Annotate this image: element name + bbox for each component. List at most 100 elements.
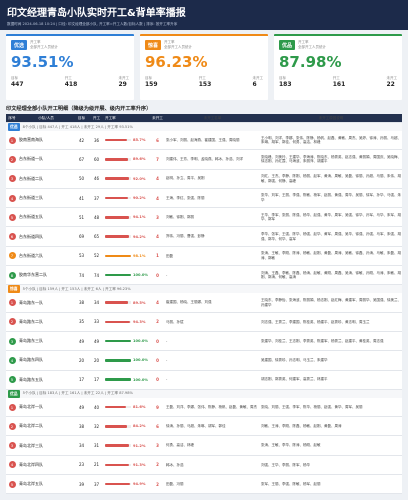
not-started-names: -	[166, 358, 168, 363]
notes: 刘红、王杰、李静、陈刚、杨丽、赵军、黄涛、周敏、吴磊、徐丽、孙超、马丽、朱伟、胡…	[261, 174, 401, 183]
rate: 81.6%	[133, 405, 146, 409]
stat-label: 开工	[198, 76, 206, 80]
bar-track	[105, 216, 131, 219]
started: 20	[93, 357, 100, 363]
table-title: 印文经理全部小队开工明细（降级为级开展、级内开工率升序）	[6, 106, 152, 112]
rate-cell: 100.0%	[104, 378, 150, 382]
notes: 胡志刚、郭秀英、何建军、高秀兰、林建平	[261, 377, 328, 382]
card-rate: 93.51%	[11, 53, 74, 71]
team-name: 青岛路东五队	[19, 376, 43, 382]
table-row: 5 台东街道五队 51 48 94.1% 3 刘敏、徐刚、郭丽 王华、李军、张丽、陈强、杨华、…	[6, 208, 402, 228]
rank: 3	[8, 175, 16, 183]
notes: 张涛、王敏、李刚、陈涛、杨敏、赵刚、黄磊、周涛、吴敏、徐磊、孙涛、马敏、朱磊、胡…	[261, 251, 401, 260]
stat-label: 未开工	[118, 76, 130, 80]
stat-label: 未开工	[252, 76, 264, 80]
not-started: 0	[156, 338, 159, 344]
table-row: 3 青岛北岸三队 34 31 91.2% 3 何勇、高洁、林峰 张涛、王敏、李华、陈涛、杨刚、…	[6, 436, 402, 456]
bar-track	[105, 405, 131, 409]
not-started-names: 王磊、刘洋、李娜、张伟、陈静、杨帆、赵磊、黄敏、周杰	[166, 404, 257, 409]
target: 34	[78, 443, 85, 449]
notes: 吴建国、徐秀珍、孙志明、马玉兰、朱建华	[261, 358, 328, 363]
target: 67	[78, 156, 85, 162]
rank-cell: 3	[6, 442, 18, 450]
card-tag: 优选	[11, 40, 28, 50]
table-row: 4 青岛路东四队 20 20 100.0% 0 - 吴建国、徐秀珍、孙志明、马玉兰、朱建华	[6, 351, 402, 371]
not-started-names: 徐涛、孙丽、马超、朱琳、胡军、郭佳	[166, 424, 226, 428]
bar-track	[105, 359, 131, 362]
card-tag: 惊喜	[145, 40, 162, 50]
stat-value: 418	[64, 81, 78, 88]
bar-track	[105, 254, 131, 258]
rank-cell: 1	[6, 299, 18, 307]
stat: 未开工 6	[253, 76, 264, 88]
rate: 94.2%	[133, 234, 146, 239]
stat-value: 6	[252, 81, 257, 88]
team-name: 胶南华东营二队	[19, 272, 47, 278]
team-name: 青岛路东二队	[19, 318, 43, 324]
rate-cell: 100.0%	[104, 358, 150, 362]
stat: 目标 447	[11, 76, 24, 88]
rate-cell: 81.6%	[104, 405, 150, 409]
group-tag: 优选	[8, 123, 20, 131]
table-row: 3 青岛路东三队 49 49 100.0% 0 - 张建华、刘桂兰、王志刚、李秀英、陈建军、杨…	[6, 332, 402, 352]
column-header: 开工率	[105, 115, 116, 120]
not-started: 7	[156, 156, 159, 162]
rank: 4	[8, 461, 16, 469]
target: 38	[78, 300, 85, 306]
bar-track	[105, 177, 131, 180]
rate: 100.0%	[133, 339, 148, 344]
rate-bar	[105, 177, 129, 180]
target: 17	[78, 377, 85, 383]
rank: 8	[8, 271, 16, 279]
rank-cell: 6	[6, 233, 18, 241]
summary-card: 惊喜 开工率 全部开工人员统计 96.23% 目标 159 开工 153 未开工 6	[140, 34, 268, 100]
title: 印文经理青岛小队实时开工&背单率播报	[7, 8, 186, 19]
not-started: 4	[156, 300, 159, 306]
rate: 85.7%	[133, 138, 146, 143]
rank-cell: 3	[6, 337, 18, 345]
notes: 张晓、刘丽、王强、李军、陈华、杨丽、赵强、黄华、周军、吴丽	[261, 404, 363, 409]
bar-track	[105, 425, 131, 428]
not-started: 1	[156, 253, 159, 259]
team-name: 台东街道二队	[19, 175, 43, 181]
bar-track	[105, 301, 131, 304]
rank: 3	[8, 442, 16, 450]
rate-cell: 89.6%	[104, 157, 150, 161]
group-note: 5个小队 | 目标 159人 | 开工 153人 | 未开工 6人 | 开工率 …	[22, 286, 131, 291]
rate-bar	[105, 482, 130, 486]
rate-cell: 90.2%	[104, 196, 150, 200]
stat-value: 161	[332, 81, 346, 88]
card-note: 全部开工人员统计	[298, 44, 327, 49]
not-started: 4	[156, 176, 159, 182]
rate-bar	[105, 158, 129, 161]
team-name: 青岛北岸二队	[19, 423, 43, 429]
team-name: 胶南营南海队	[19, 137, 43, 143]
team-name: 青岛路东一队	[19, 299, 43, 305]
subtitle: 数据时间 2024-06-18 10:24 | 口径: 印文经理全部小队, 开工…	[7, 22, 178, 26]
notes: 王晓东、李静怡、张海波、陈丽娟、杨志刚、赵红梅、黄建军、周丽华、吴国强、徐美兰、…	[261, 297, 401, 307]
started: 17	[93, 377, 100, 383]
target: 50	[78, 176, 85, 182]
not-started-names: 田磊	[166, 253, 173, 258]
rank-cell: 5	[6, 213, 18, 221]
started: 49	[93, 338, 100, 344]
rate-cell: 100.0%	[104, 339, 150, 343]
rate-cell: 94.2%	[104, 235, 150, 239]
group-note: 8个小队 | 目标 447人 | 开工 418人 | 未开工 29人 | 开工率…	[22, 124, 133, 129]
rank-cell: 4	[6, 194, 18, 202]
rate: 100.0%	[133, 377, 148, 382]
group-tag: 优品	[8, 389, 20, 398]
table-row: 7 台东街道六队 53 52 98.1% 1 田磊 张涛、王敏、李刚、陈涛、杨敏、赵刚、黄磊、…	[6, 247, 402, 267]
not-started-names: 王海、李红、张强、陈丽	[166, 195, 205, 200]
rank-cell: 5	[6, 480, 18, 488]
bar-track	[105, 378, 131, 381]
table-row: 5 青岛北岸五队 39 37 94.9% 2 田磊、冯丽 张军、王丽、李强、陈敏、杨军、赵丽	[6, 475, 402, 495]
not-started-names: 赵明、孙立、周平、吴刚	[166, 176, 205, 181]
bar-track	[105, 235, 131, 238]
rank: 3	[8, 337, 16, 345]
card-label: 开工率	[298, 40, 309, 44]
table-row: 3 台东街道二队 50 46 92.0% 4 赵明、孙立、周平、吴刚 刘红、王杰、李静、陈刚、…	[6, 170, 402, 189]
card-stats: 目标 159 开工 153 未开工 6	[145, 76, 263, 88]
rate: 94.1%	[133, 215, 146, 220]
